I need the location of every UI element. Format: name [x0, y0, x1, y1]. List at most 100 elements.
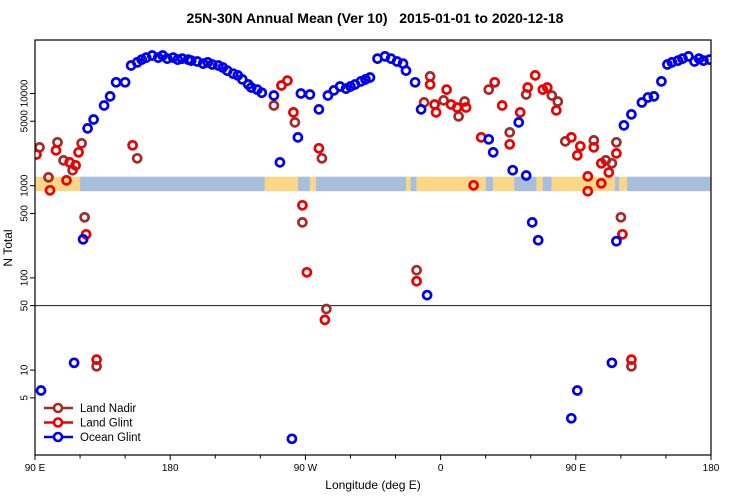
data-point-land-nadir — [611, 136, 622, 148]
y-tick-label: 1000 — [20, 174, 31, 197]
x-tick-label: 180 — [162, 463, 179, 474]
data-point-ocean-glint — [571, 385, 583, 396]
data-point-ocean-glint — [698, 55, 709, 66]
surface-band-ocean-segment — [626, 176, 711, 192]
data-point-land-glint — [297, 199, 308, 211]
data-point-land-glint — [460, 102, 472, 113]
data-point-ocean-glint — [656, 76, 667, 87]
data-point-land-glint — [282, 75, 293, 86]
legend-item: Ocean Glint — [44, 431, 142, 444]
data-point-ocean-glint — [295, 88, 307, 99]
series-ocean-glint — [35, 50, 711, 445]
data-point-land-glint — [582, 185, 594, 197]
data-point-land-glint — [70, 160, 81, 171]
data-point-land-nadir — [483, 84, 495, 95]
data-point-land-glint — [617, 228, 628, 240]
data-point-ocean-glint — [526, 217, 538, 228]
data-point-land-glint — [514, 107, 526, 118]
data-point-ocean-glint — [636, 97, 648, 108]
data-point-ocean-glint — [256, 87, 268, 99]
data-point-ocean-glint — [421, 289, 433, 301]
data-point-ocean-glint — [172, 54, 184, 65]
data-point-ocean-glint — [236, 74, 248, 85]
data-point-land-glint — [411, 275, 422, 287]
data-point-land-glint — [441, 84, 452, 95]
surface-band-land-segment — [35, 176, 81, 192]
data-point-land-nadir — [411, 264, 422, 276]
data-point-ocean-glint — [161, 53, 173, 64]
data-point-ocean-glint — [286, 433, 298, 445]
surface-band-ocean-segment — [514, 176, 537, 192]
data-point-ocean-glint — [415, 104, 427, 115]
data-point-land-nadir — [79, 211, 90, 223]
data-point-ocean-glint — [68, 357, 80, 369]
data-point-land-glint — [288, 107, 299, 118]
data-point-land-glint — [451, 102, 463, 113]
data-point-land-glint — [50, 145, 62, 156]
data-point-land-nadir — [316, 152, 328, 164]
plot-border — [34, 39, 712, 456]
series-land-glint — [35, 70, 637, 365]
legend-circle-icon — [52, 402, 64, 414]
surface-band-land-segment — [493, 176, 515, 192]
data-point-ocean-glint — [35, 385, 47, 396]
data-point-land-glint — [73, 146, 84, 158]
data-point-ocean-glint — [77, 233, 89, 245]
legend-label: Land Nadir — [80, 403, 136, 415]
data-point-ocean-glint — [606, 357, 618, 369]
data-point-land-glint — [313, 142, 325, 154]
data-point-land-nadir — [504, 127, 516, 138]
data-point-ocean-glint — [666, 57, 678, 68]
data-point-land-glint — [626, 354, 637, 365]
data-point-land-glint — [571, 150, 583, 161]
data-point-land-nadir — [52, 136, 63, 148]
surface-band-ocean-segment — [485, 176, 494, 192]
y-tick-label: 10 — [20, 364, 31, 376]
data-point-ocean-glint — [507, 164, 519, 176]
surface-band-land-segment — [406, 176, 411, 192]
data-point-land-glint — [595, 157, 607, 169]
legend-item: Land Glint — [44, 417, 133, 430]
data-point-land-glint — [496, 100, 508, 111]
data-point-land-nadir — [552, 96, 564, 107]
legend-circle-icon — [52, 417, 64, 428]
data-point-land-glint — [468, 179, 479, 191]
data-point-ocean-glint — [104, 91, 116, 102]
x-tick-label: 90 E — [25, 463, 46, 474]
data-point-land-glint — [424, 79, 436, 90]
data-point-ocean-glint — [322, 90, 334, 101]
data-point-ocean-glint — [119, 76, 131, 88]
x-tick-label: 90 E — [566, 463, 587, 474]
surface-band-land-segment — [416, 176, 486, 192]
surface-band-ocean-segment — [410, 176, 417, 192]
data-point-ocean-glint — [185, 55, 197, 66]
data-point-land-glint — [565, 132, 577, 143]
surface-band-ocean-segment — [297, 176, 310, 192]
data-point-ocean-glint — [642, 92, 654, 103]
data-point-land-nadir — [131, 152, 143, 164]
data-point-land-glint — [127, 139, 138, 151]
data-point-ocean-glint — [98, 100, 110, 111]
data-point-land-glint — [529, 70, 541, 81]
data-point-ocean-glint — [683, 51, 694, 62]
data-point-land-glint — [504, 138, 516, 150]
surface-band-ocean-segment — [80, 176, 265, 192]
data-point-land-nadir — [606, 157, 618, 169]
surface-band-ocean-segment — [614, 176, 620, 192]
data-point-land-glint — [541, 82, 553, 93]
legend-label: Ocean Glint — [80, 432, 142, 444]
y-tick-label: 100 — [20, 269, 31, 286]
data-point-land-glint — [550, 105, 562, 116]
data-point-land-glint — [595, 177, 607, 189]
data-point-land-nadir — [268, 100, 280, 111]
data-point-ocean-glint — [409, 76, 421, 88]
data-point-land-glint — [61, 175, 72, 186]
x-axis-title: Longitude (deg E) — [325, 478, 420, 492]
data-point-land-glint — [489, 76, 501, 88]
data-point-land-glint — [588, 142, 600, 153]
y-tick-label: 50 — [20, 300, 31, 312]
x-tick-label: 90 W — [294, 463, 318, 474]
data-point-land-glint — [574, 140, 586, 152]
data-point-land-nadir — [615, 211, 627, 223]
